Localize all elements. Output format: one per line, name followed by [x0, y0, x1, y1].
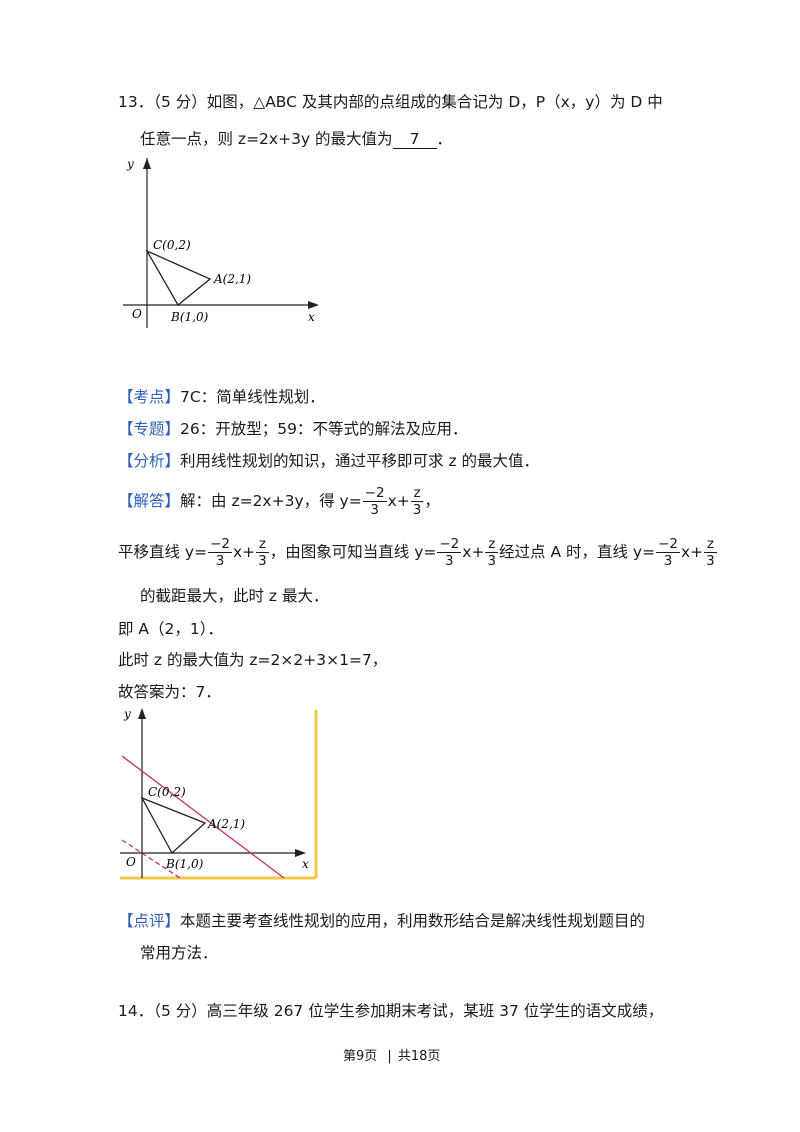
jieda-tag: 【解答】: [118, 492, 181, 510]
x-axis-arrow: [295, 849, 306, 857]
zhuanti-line: 【专题】26：开放型；59：不等式的解法及应用．: [118, 420, 468, 438]
comma: ，: [424, 492, 440, 510]
question-text: 任意一点，则 z=2x+3y 的最大值为: [140, 130, 393, 148]
origin-label: O: [126, 855, 136, 869]
pingyi-text-2: ，由图象可知当直线 y=: [269, 543, 437, 561]
fenxi-tag: 【分析】: [118, 452, 181, 470]
guda-line: 故答案为：7．: [118, 683, 221, 701]
y-axis-arrow: [138, 708, 146, 719]
fraction-denominator: 3: [412, 502, 422, 518]
point-a-label: A(2,1): [207, 817, 245, 831]
ji-line: 即 A（2，1）．: [118, 620, 224, 638]
fraction-numerator: z: [410, 485, 424, 502]
dianping-text: 本题主要考查线性规划的应用，利用数形结合是解决线性规划题目的: [180, 912, 646, 930]
fraction-numerator: 2: [450, 536, 460, 552]
figure-translated-line: y x O C(0,2) A(2,1) B(1,0): [120, 707, 318, 880]
x-axis-arrow: [308, 301, 319, 309]
question-number: 14．: [118, 1002, 154, 1020]
fraction-denominator: 3: [370, 502, 379, 518]
x-plus: x+: [680, 543, 704, 561]
question-score: （5 分）: [153, 1002, 207, 1020]
figure-triangle-abc: y x O C(0,2) A(2,1) B(1,0): [123, 157, 319, 328]
fraction-numerator: z: [256, 536, 269, 553]
x-plus: x+: [462, 543, 485, 561]
cishi-line: 此时 z 的最大值为 z=2×2+3×1=7，: [118, 651, 388, 669]
point-c-label: C(0,2): [148, 785, 186, 799]
triangle-abc: [145, 249, 212, 306]
fraction-denominator: 3: [258, 553, 267, 569]
fraction-numerator: z: [485, 536, 499, 553]
kaodian-tag: 【考点】: [118, 388, 181, 406]
point-c-label: C(0,2): [153, 238, 191, 252]
minus-sign: −: [364, 485, 377, 501]
dianping-line2: 常用方法．: [140, 944, 218, 962]
fraction-two-thirds: −2 3: [362, 485, 387, 518]
fraction-denominator: 3: [706, 553, 715, 569]
dianping-line1: 【点评】本题主要考查线性规划的应用，利用数形结合是解决线性规划题目的: [118, 912, 646, 930]
y-axis-label: y: [123, 707, 131, 721]
x-plus: x+: [387, 492, 410, 510]
page-footer: 第9页 | 共18页: [343, 1050, 440, 1063]
dianping-tag: 【点评】: [118, 912, 181, 930]
fraction-two-thirds: −2 3: [656, 536, 680, 569]
question-score: （5 分）: [153, 93, 207, 111]
zhuanti-tag: 【专题】: [118, 420, 181, 438]
pingyi-text-3: 经过点 A 时，直线 y=: [499, 543, 656, 561]
question-13-line2: 任意一点，则 z=2x+3y 的最大值为 7 ．: [140, 130, 453, 149]
question-text-end: ．: [436, 130, 453, 148]
fraction-denominator: 3: [663, 553, 673, 569]
question-13-line1: 13．（5 分）如图，△ABC 及其内部的点组成的集合记为 D，P（x，y）为 …: [118, 93, 663, 111]
origin-label: O: [132, 307, 142, 321]
zhuanti-text: 26：开放型；59：不等式的解法及应用．: [180, 420, 468, 438]
kaodian-text: 7C：简单线性规划．: [180, 388, 325, 406]
fraction-denominator: 3: [215, 553, 225, 569]
fraction-numerator: z: [704, 536, 717, 553]
question-text: 如图，△ABC 及其内部的点组成的集合记为 D，P（x，y）为 D 中: [206, 93, 663, 111]
question-text: 高三年级 267 位学生参加期末考试，某班 37 位学生的语文成绩，: [206, 1002, 664, 1020]
question-14-line1: 14．（5 分）高三年级 267 位学生参加期末考试，某班 37 位学生的语文成…: [118, 1002, 664, 1020]
fraction-two-thirds: −2 3: [437, 536, 462, 569]
y-axis-arrow: [143, 158, 151, 169]
pingyi-line: 平移直线 y= −2 3 x+ z 3 ，由图象可知当直线 y= −2 3 x+ z 3 经过点 A 时…: [118, 534, 718, 570]
triangle-abc: [140, 796, 207, 855]
footer-separator: |: [387, 1049, 392, 1064]
pingyi-text-1: 平移直线 y=: [118, 543, 208, 561]
x-axis-label: x: [302, 857, 309, 871]
kaodian-line: 【考点】7C：简单线性规划．: [118, 388, 325, 406]
x-plus: x+: [233, 543, 256, 561]
page-number: 第9页: [343, 1049, 378, 1064]
question-number: 13．: [118, 93, 154, 111]
jieda-line: 【解答】解：由 z=2x+3y，得 y= −2 3 x+ z 3，: [118, 483, 440, 519]
page-total: 共18页: [397, 1049, 441, 1064]
fraction-numerator: 2: [221, 536, 230, 552]
max-intercept-line: [121, 755, 285, 879]
pingyi-line2: 的截距最大，此时 z 最大．: [140, 587, 329, 605]
answer-blank: 7: [392, 131, 437, 149]
minus-sign: −: [439, 536, 451, 552]
x-axis-label: x: [308, 310, 315, 324]
fenxi-line: 【分析】利用线性规划的知识，通过平移即可求 z 的最大值．: [118, 452, 540, 470]
point-a-label: A(2,1): [213, 272, 251, 286]
minus-sign: −: [210, 536, 222, 552]
fraction-two-thirds: −2 3: [208, 536, 232, 569]
fraction-numerator: 2: [376, 485, 385, 501]
minus-sign: −: [658, 536, 670, 552]
point-b-label: B(1,0): [170, 310, 209, 324]
fraction-denominator: 3: [487, 553, 497, 569]
jieda-text: 解：由 z=2x+3y，得 y=: [180, 492, 362, 510]
fenxi-text: 利用线性规划的知识，通过平移即可求 z 的最大值．: [180, 452, 540, 470]
y-axis-label: y: [126, 157, 134, 171]
fraction-denominator: 3: [445, 553, 454, 569]
fraction-numerator: 2: [669, 536, 678, 552]
initial-dashed-line: [121, 839, 181, 879]
point-b-label: B(1,0): [165, 857, 204, 871]
